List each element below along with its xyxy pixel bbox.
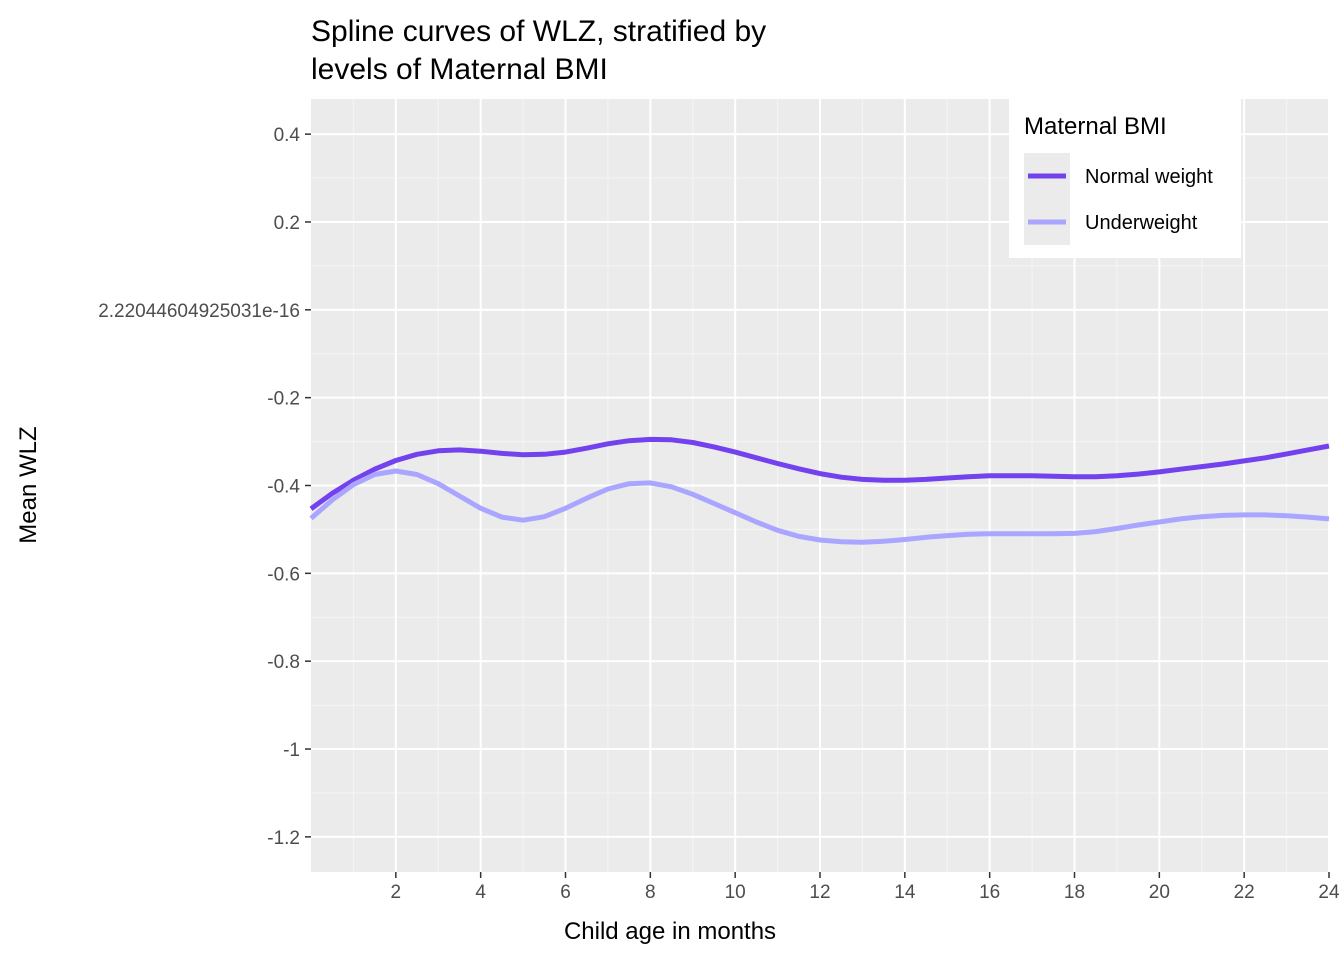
series-line-normal-weight	[309, 436, 1330, 511]
x-axis-title: Child age in months	[564, 918, 776, 945]
chart-title-line-1: Spline curves of WLZ, stratified by	[311, 15, 766, 48]
series-lines	[309, 436, 1330, 545]
x-tick-label: 22	[1234, 882, 1255, 903]
x-tick-label: 2	[391, 882, 402, 903]
y-tick-label: -0.2	[267, 389, 300, 410]
y-tick-label: 2.22044604925031e-16	[98, 301, 300, 322]
x-tick-label: 8	[645, 882, 656, 903]
y-tick-label: -1.2	[267, 828, 300, 849]
y-tick-label: 0.4	[274, 125, 301, 146]
y-tick-label: -0.8	[267, 652, 300, 673]
legend-items: Normal weight Underweight	[1024, 153, 1213, 245]
x-tick-label: 14	[894, 882, 916, 903]
y-axis: 0.4 0.2 2.22044604925031e-16 -0.2 -0.4 -0.6 -0…	[98, 125, 311, 849]
y-axis-title: Mean WLZ	[15, 426, 42, 543]
legend: Maternal BMI Normal weight Underweight	[1009, 97, 1241, 258]
x-tick-label: 20	[1149, 882, 1170, 903]
legend-item-label: Underweight	[1085, 212, 1198, 234]
y-tick-label: -0.4	[267, 477, 300, 498]
major-gridlines	[311, 99, 1330, 872]
x-tick-label: 12	[809, 882, 830, 903]
y-tick-label: -0.6	[267, 564, 300, 585]
y-tick-label: 0.2	[274, 213, 300, 234]
chart-title-line-2: levels of Maternal BMI	[311, 53, 608, 86]
chart-title: Spline curves of WLZ, stratified by leve…	[311, 15, 766, 86]
x-tick-label: 18	[1064, 882, 1085, 903]
legend-item-label: Normal weight	[1085, 166, 1213, 188]
x-tick-label: 16	[979, 882, 1000, 903]
x-tick-label: 6	[560, 882, 571, 903]
x-axis: 2 4 6 8 10 12 14 16 18 20 22 24	[391, 872, 1340, 903]
x-tick-label: 10	[725, 882, 746, 903]
x-tick-label: 24	[1318, 882, 1340, 903]
legend-title: Maternal BMI	[1024, 113, 1167, 140]
y-tick-label: -1	[283, 740, 300, 761]
series-line-underweight	[309, 468, 1330, 545]
x-tick-label: 4	[475, 882, 486, 903]
